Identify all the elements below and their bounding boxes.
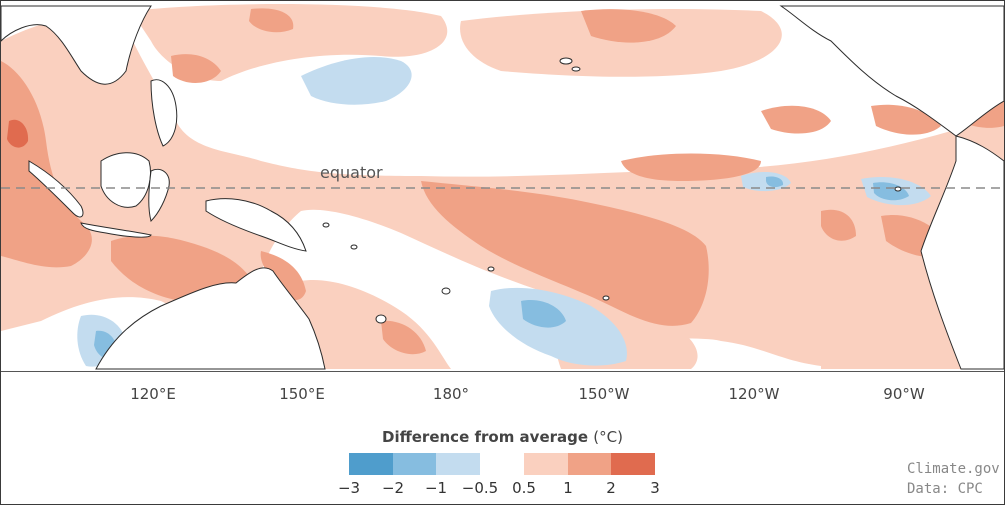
land-masses [1,5,1004,370]
legend-title: Difference from average (°C) [1,428,1004,446]
longitude-label-180: 180° [432,385,470,403]
australia-landmass [95,267,326,370]
map-svg: equator [1,1,1004,371]
asia-mainland [1,5,152,85]
longitude-label-90w: 90°W [883,385,925,403]
pacific-islands [322,57,902,324]
legend-swatch [349,453,393,475]
sulawesi-landmass [148,168,170,222]
legend-swatch [523,453,568,475]
legend-tick: −1 [424,479,448,497]
credit-line-climate-gov: Climate.gov [907,461,1000,477]
legend-tick: 0.5 [512,479,536,497]
legend-tick: 1 [563,479,573,497]
credit-line-data-source: Data: CPC [907,481,983,497]
legend-swatch [480,453,524,475]
longitude-label-120e: 120°E [130,385,176,403]
legend-swatch [392,453,437,475]
longitude-label-120w: 120°W [728,385,780,403]
legend-tick: −0.5 [461,479,499,497]
legend-tick: 2 [606,479,616,497]
legend-swatch [611,453,656,475]
legend-swatch [436,453,481,475]
legend-tick: −2 [381,479,405,497]
legend-swatch [567,453,612,475]
longitude-label-150e: 150°E [279,385,325,403]
new-guinea-landmass [205,198,307,252]
legend-unit: (°C) [593,428,623,446]
sst-anomaly-map: equator [1,1,1004,372]
south-america-landmass [920,135,1004,370]
equator-label: equator [320,163,383,182]
legend-tick: −3 [337,479,361,497]
borneo-landmass [100,152,151,208]
java-landmass [80,222,152,238]
source-credit: Climate.gov Data: CPC [907,459,1000,499]
legend-color-bar [349,453,656,475]
anomaly-strong-warm [7,119,29,148]
legend-title-text: Difference from average [382,428,589,446]
philippines-landmass [150,79,178,147]
legend-tick: 3 [650,479,660,497]
longitude-label-150w: 150°W [578,385,630,403]
north-america-landmass [779,5,1004,137]
